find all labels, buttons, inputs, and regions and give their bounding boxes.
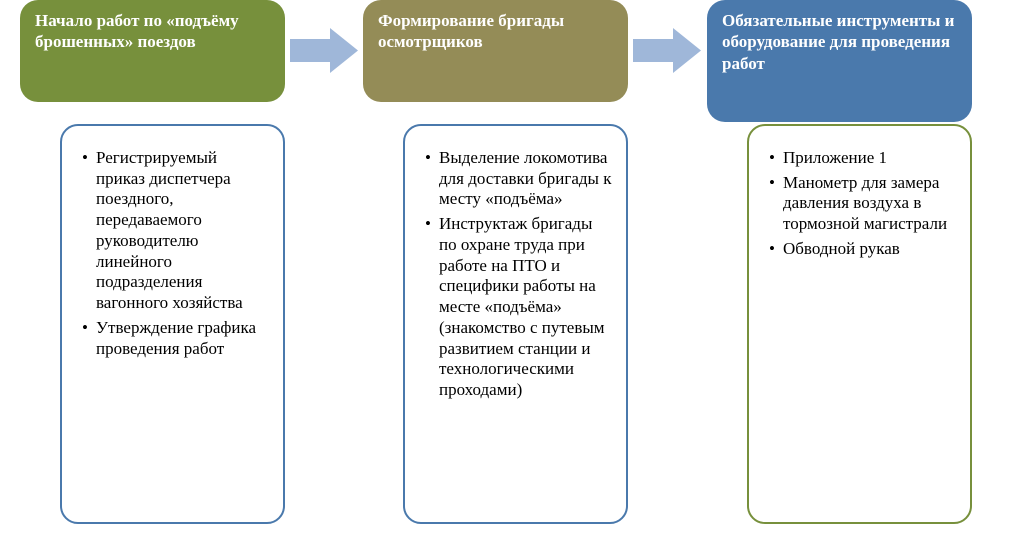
list-item: Утверждение графика проведения работ xyxy=(88,318,269,359)
stage-1-list: Регистрируемый приказ диспетчера поездно… xyxy=(76,148,269,359)
stage-3-header: Обязательные инструменты и оборудование … xyxy=(707,0,972,122)
arrow-right-icon xyxy=(633,28,701,73)
stage-3-item-1: Приложение 1 xyxy=(783,148,887,167)
arrow-right-icon xyxy=(290,28,358,73)
stage-3-item-2: Манометр для замера давления воздуха в т… xyxy=(783,173,947,233)
stage-1-title: Начало работ по «подъёму брошенных» поез… xyxy=(35,11,239,51)
stage-1-item-1: Регистрируемый приказ диспетчера поездно… xyxy=(96,148,243,312)
list-item: Выделение локомотива для доставки бригад… xyxy=(431,148,612,210)
list-item: Инструктаж бригады по охране труда при р… xyxy=(431,214,612,401)
list-item: Манометр для замера давления воздуха в т… xyxy=(775,173,956,235)
arrow-1 xyxy=(290,28,358,73)
stage-2-list: Выделение локомотива для доставки бригад… xyxy=(419,148,612,401)
stage-3: Обязательные инструменты и оборудование … xyxy=(707,0,972,122)
list-item: Приложение 1 xyxy=(775,148,956,169)
stage-1-header: Начало работ по «подъёму брошенных» поез… xyxy=(20,0,285,102)
stage-2-item-1: Выделение локомотива для доставки бригад… xyxy=(439,148,611,208)
stage-1-body: Регистрируемый приказ диспетчера поездно… xyxy=(60,124,285,524)
list-item: Обводной рукав xyxy=(775,239,956,260)
stage-3-item-3: Обводной рукав xyxy=(783,239,900,258)
stage-3-body: Приложение 1 Манометр для замера давлени… xyxy=(747,124,972,524)
stage-2-title: Формирование бригады осмотрщиков xyxy=(378,11,564,51)
process-flowchart: Начало работ по «подъёму брошенных» поез… xyxy=(0,0,1018,542)
stage-3-list: Приложение 1 Манометр для замера давлени… xyxy=(763,148,956,260)
list-item: Регистрируемый приказ диспетчера поездно… xyxy=(88,148,269,314)
stage-2-header: Формирование бригады осмотрщиков xyxy=(363,0,628,102)
stage-2: Формирование бригады осмотрщиков Выделен… xyxy=(363,0,628,102)
stage-2-item-2: Инструктаж бригады по охране труда при р… xyxy=(439,214,605,399)
stage-3-title: Обязательные инструменты и оборудование … xyxy=(722,11,954,73)
stage-1-item-2: Утверждение графика проведения работ xyxy=(96,318,256,358)
stage-2-body: Выделение локомотива для доставки бригад… xyxy=(403,124,628,524)
stage-1: Начало работ по «подъёму брошенных» поез… xyxy=(20,0,285,102)
arrow-2 xyxy=(633,28,701,73)
